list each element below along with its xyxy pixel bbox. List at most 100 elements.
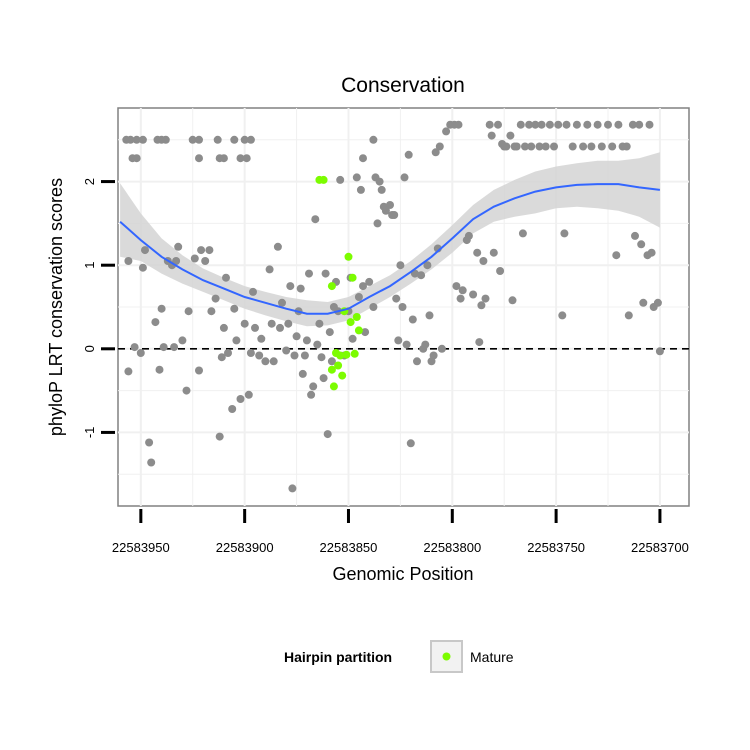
- data-point: [489, 248, 498, 257]
- data-point: [404, 150, 413, 159]
- data-point: [170, 343, 179, 352]
- data-point: [307, 390, 316, 399]
- data-point: [452, 282, 461, 291]
- data-point: [508, 296, 517, 305]
- data-point: [518, 229, 527, 238]
- data-point: [421, 340, 430, 349]
- data-point: [147, 458, 156, 467]
- data-point: [321, 269, 330, 278]
- data-point: [593, 120, 602, 129]
- data-point: [132, 135, 141, 144]
- data-point: [637, 240, 646, 249]
- data-point: [141, 246, 149, 255]
- data-point: [608, 142, 617, 151]
- data-point: [502, 142, 511, 151]
- data-point: [211, 294, 220, 303]
- data-point: [327, 357, 336, 366]
- data-point: [236, 395, 245, 403]
- data-point: [201, 257, 210, 265]
- data-point: [315, 319, 324, 328]
- data-point: [195, 135, 203, 144]
- data-point: [431, 148, 440, 157]
- data-point: [612, 251, 621, 260]
- data-point: [215, 432, 224, 441]
- data-point: [579, 142, 588, 151]
- data-point: [302, 336, 311, 345]
- data-point: [323, 430, 332, 439]
- smooth-line-layer: [119, 183, 661, 315]
- data-point: [550, 142, 558, 151]
- data-point: [219, 154, 228, 163]
- data-point: [369, 303, 378, 311]
- data-point: [568, 142, 577, 151]
- data-point: [562, 120, 571, 129]
- data-point: [319, 374, 328, 383]
- data-point-mature: [348, 273, 357, 282]
- data-point-mature: [346, 318, 355, 327]
- legend-key-mature: [442, 652, 451, 661]
- data-point: [496, 267, 505, 275]
- smooth-line: [119, 183, 661, 315]
- data-point: [631, 231, 639, 240]
- data-point: [257, 334, 266, 343]
- data-point: [195, 154, 203, 163]
- x-tick-label: 22583900: [216, 540, 274, 555]
- data-point: [138, 263, 147, 272]
- data-point: [481, 294, 490, 303]
- data-point-mature: [329, 382, 338, 391]
- data-point: [359, 282, 367, 291]
- data-point: [356, 185, 365, 194]
- data-point: [224, 349, 232, 357]
- data-point: [537, 120, 546, 129]
- points-layer: [122, 120, 664, 493]
- data-point: [124, 367, 133, 376]
- data-point: [348, 334, 357, 343]
- data-point: [151, 318, 160, 327]
- data-point: [246, 135, 255, 144]
- data-point: [425, 311, 434, 320]
- data-point: [205, 246, 214, 255]
- data-point: [230, 304, 239, 313]
- data-point: [155, 365, 164, 374]
- data-point: [417, 271, 426, 280]
- data-point: [161, 135, 170, 144]
- data-point: [286, 282, 295, 291]
- data-point: [207, 307, 216, 316]
- data-point: [325, 328, 334, 337]
- y-tick-label: 2: [82, 178, 97, 185]
- data-point: [394, 336, 403, 345]
- data-point: [390, 211, 399, 219]
- data-point: [653, 298, 662, 307]
- data-point: [377, 185, 386, 194]
- data-point: [288, 484, 297, 493]
- data-point: [512, 142, 521, 151]
- data-point: [521, 142, 529, 151]
- y-axis-label: phyloP LRT conservation scores: [46, 178, 66, 436]
- legend-label-mature: Mature: [470, 649, 514, 665]
- data-point: [645, 120, 654, 129]
- data-point: [359, 154, 367, 163]
- data-point-mature: [352, 313, 361, 321]
- data-point: [647, 248, 656, 257]
- data-point: [242, 154, 251, 163]
- data-point: [269, 357, 278, 366]
- data-point: [178, 336, 187, 345]
- data-point: [587, 142, 596, 151]
- data-point: [244, 390, 253, 399]
- x-tick-label: 22583850: [320, 540, 378, 555]
- data-point: [392, 294, 401, 303]
- data-point: [525, 120, 534, 129]
- legend: Hairpin partition Mature: [284, 640, 514, 673]
- y-axis: -1 0 1 2: [82, 178, 115, 438]
- data-point: [583, 120, 592, 129]
- data-point: [255, 351, 264, 360]
- data-point: [265, 265, 274, 274]
- data-point-mature: [327, 282, 336, 291]
- data-point: [290, 351, 299, 360]
- data-point: [172, 257, 181, 265]
- data-point: [311, 215, 320, 224]
- data-point: [535, 142, 544, 151]
- data-point: [292, 332, 301, 341]
- data-point: [572, 120, 581, 129]
